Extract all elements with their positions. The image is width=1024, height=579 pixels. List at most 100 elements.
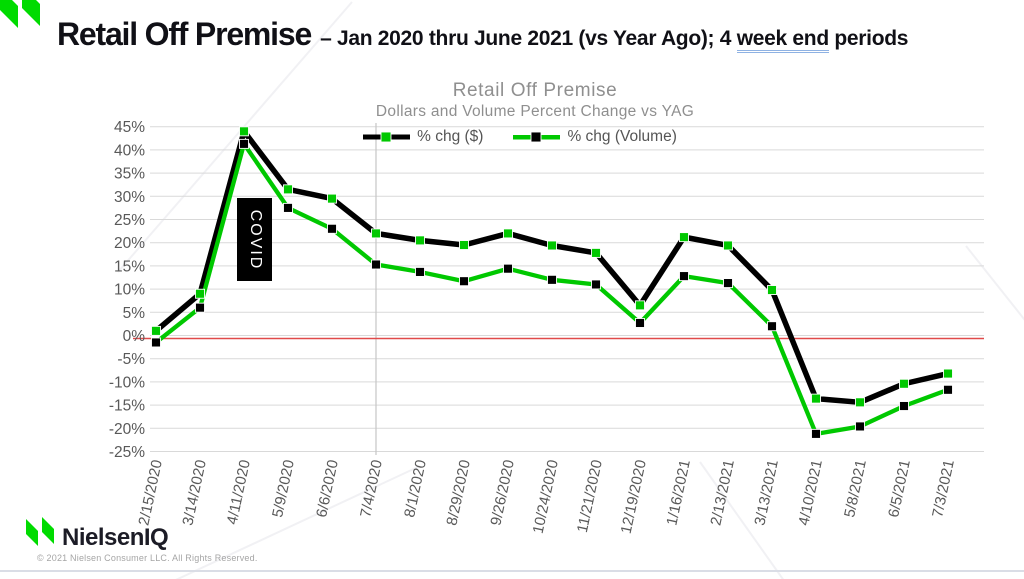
data-point-marker [503,228,513,239]
nielseniq-logo-mark-footer [26,517,54,546]
data-point-marker [371,259,381,270]
series-line-0 [154,128,949,406]
data-point-marker [723,240,733,251]
data-point-marker [767,321,777,332]
subtitle-underlined-text: week end [736,27,829,53]
data-point-marker [195,302,205,313]
data-point-marker [283,184,293,195]
chart-legend: % chg ($) % chg (Volume) [140,128,900,146]
page-title: Retail Off Premise [57,16,312,52]
data-point-marker [547,274,557,285]
data-point-marker [591,279,601,290]
subtitle-prefix: – Jan 2020 thru June 2021 (vs Year Ago);… [320,27,737,50]
y-tick-label: 20% [114,235,145,252]
copyright-text: © 2021 Nielsen Consumer LLC. All Rights … [37,553,258,563]
data-point-marker [679,232,689,243]
data-point-marker [811,428,821,439]
x-tick-label: 2/13/2021 [707,458,738,527]
x-tick-label: 11/21/2020 [574,458,606,534]
data-point-marker [459,276,469,287]
page-subtitle: – Jan 2020 thru June 2021 (vs Year Ago);… [320,27,909,53]
legend-swatch-volume-icon [513,131,561,143]
y-tick-label: 10% [114,282,145,299]
data-point-marker [327,223,337,234]
legend-item-dollars: % chg ($) [363,128,483,146]
data-point-marker [899,378,909,389]
data-point-marker [943,384,953,395]
data-point-marker [239,138,249,149]
x-tick-label: 7/4/2020 [357,458,386,519]
x-tick-label: 4/10/2021 [795,458,826,527]
x-tick-label: 8/1/2020 [401,458,430,519]
series-markers-1 [151,138,953,439]
x-tick-label: 3/13/2021 [751,458,782,527]
data-point-marker [459,240,469,250]
series-markers-0 [151,126,953,408]
legend-label-volume: % chg (Volume) [567,128,677,145]
y-tick-label: 35% [114,166,145,183]
x-tick-label: 10/24/2020 [530,458,562,535]
y-tick-label: 15% [114,258,145,275]
bottom-divider [0,570,1024,572]
data-point-marker [679,271,689,282]
data-point-marker [195,288,205,299]
data-point-marker [371,228,381,239]
y-tick-label: 30% [114,189,145,206]
data-point-marker [723,278,733,289]
x-tick-label: 1/16/2021 [663,458,694,527]
subtitle-suffix: periods [828,27,909,50]
covid-annotation-box [237,198,272,281]
data-point-marker [855,397,865,408]
y-tick-label: 45% [114,119,145,136]
x-tick-label: 3/14/2020 [179,458,210,527]
x-tick-label: 5/9/2020 [269,458,298,519]
data-point-marker [151,337,161,348]
x-tick-label: 6/6/2020 [313,458,342,519]
x-tick-label: 9/26/2020 [487,458,518,527]
y-tick-label: 40% [114,142,145,159]
data-point-marker [327,193,337,204]
x-tick-label: 6/5/2021 [885,458,914,519]
data-point-marker [855,421,865,432]
nielseniq-logo-mark-top [0,0,40,28]
data-point-marker [151,325,161,336]
data-point-marker [635,318,645,328]
x-tick-label: 8/29/2020 [443,458,474,527]
y-tick-label: -15% [109,398,145,415]
x-tick-label: 12/19/2020 [618,458,650,535]
nielseniq-wordmark: NielsenIQ [62,524,169,551]
y-tick-label: -10% [109,374,145,391]
data-point-marker [503,263,513,274]
data-point-marker [635,300,645,311]
data-point-marker [415,235,425,246]
y-tick-label: -25% [109,444,145,461]
data-point-marker [591,247,601,258]
data-point-marker [811,393,821,404]
legend-label-dollars: % chg ($) [417,128,484,145]
slide-header: Retail Off Premise – Jan 2020 thru June 2… [57,16,908,53]
data-point-marker [283,202,293,213]
data-point-marker [547,240,557,251]
data-point-marker [943,368,953,379]
y-tick-label: 25% [114,212,145,229]
y-axis-labels: -25% -20% -15% -10% -5% 0% 5% 10% 15% 20% 25% 30% 35… [109,119,145,461]
data-point-marker [239,126,249,137]
x-tick-label: 4/11/2020 [224,458,254,526]
data-point-marker [899,401,909,411]
legend-item-volume: % chg (Volume) [513,128,677,146]
x-tick-label: 2/15/2020 [135,458,166,527]
y-tick-label: -20% [109,421,145,438]
x-tick-label: 5/8/2021 [841,458,870,519]
y-tick-label: -5% [117,351,145,368]
x-tick-label: 7/3/2021 [929,458,958,519]
y-tick-label: 0% [123,328,146,345]
y-gridlines [150,126,984,452]
x-axis-labels: 2/15/2020 3/14/2020 4/11/2020 5/9/2020 6/6/2… [135,458,958,535]
data-point-marker [415,266,425,277]
data-point-marker [767,285,777,295]
chart-subtitle: Dollars and Volume Percent Change vs YAG [375,103,695,120]
chart-title: Retail Off Premise [452,80,618,101]
covid-annotation-label: COVID [247,210,264,271]
y-tick-label: 5% [123,305,146,322]
